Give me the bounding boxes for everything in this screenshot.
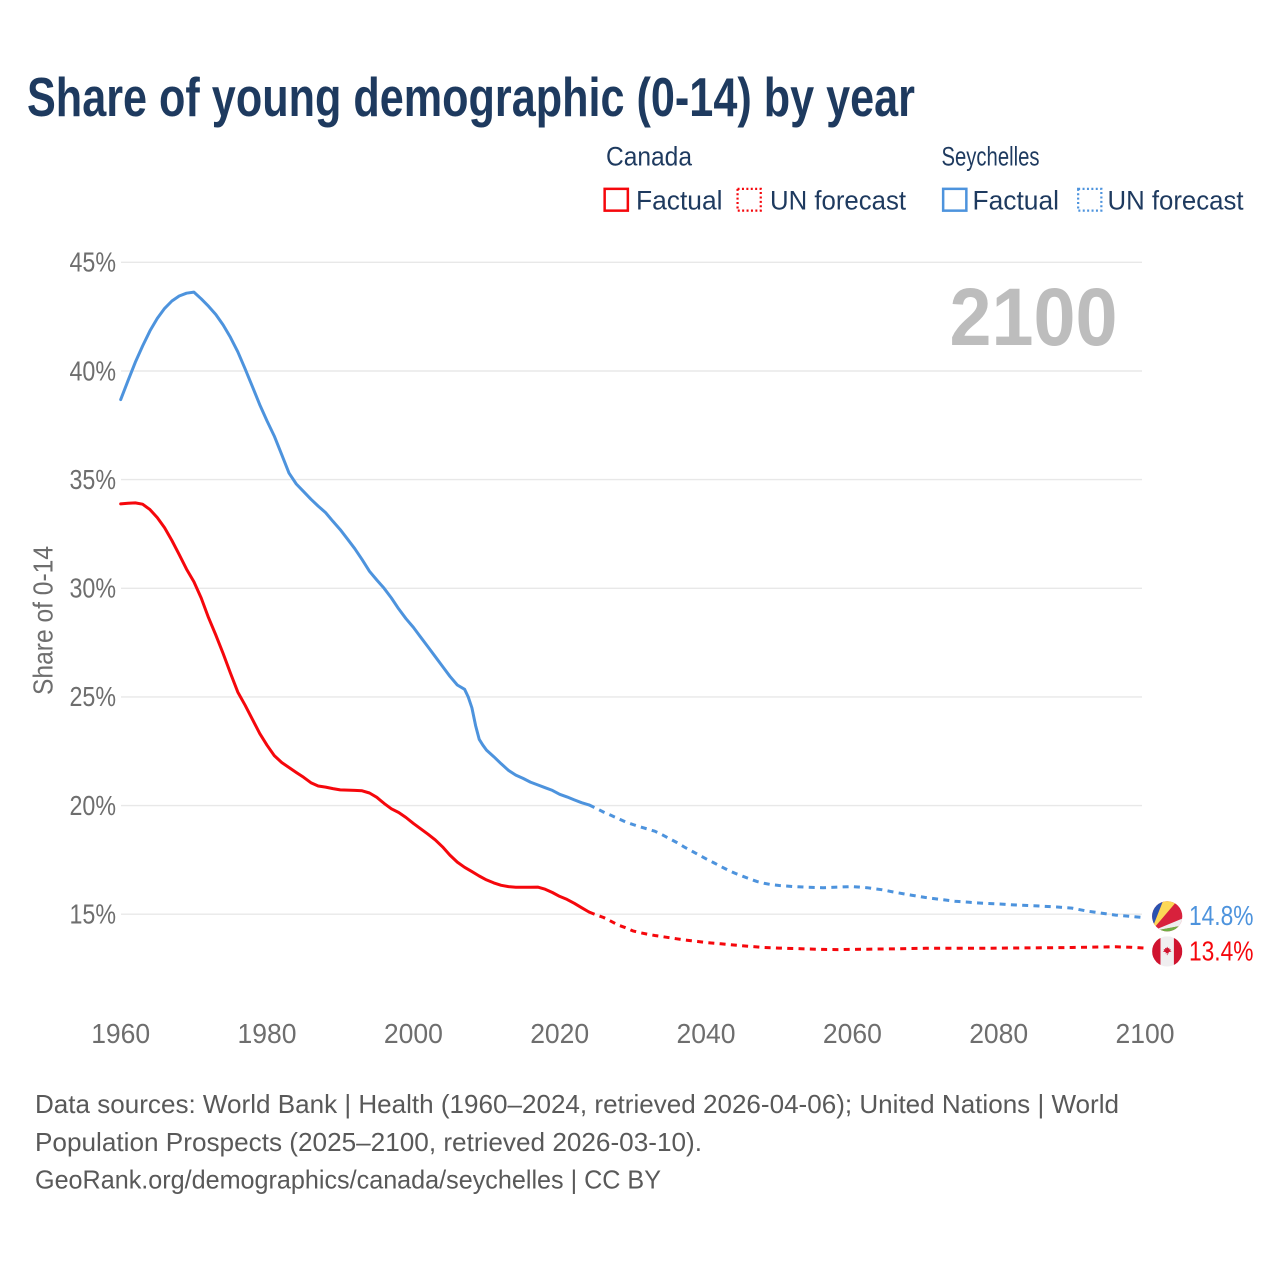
svg-text:UN forecast: UN forecast <box>1108 185 1244 215</box>
svg-text:UN forecast: UN forecast <box>770 185 906 215</box>
svg-text:20%: 20% <box>70 790 117 821</box>
svg-text:40%: 40% <box>70 355 117 386</box>
svg-text:Seychelles: Seychelles <box>942 142 1040 172</box>
svg-text:2080: 2080 <box>969 1018 1028 1049</box>
svg-text:Factual: Factual <box>636 185 723 215</box>
svg-text:Share of young demographic (0-: Share of young demographic (0-14) by yea… <box>27 66 915 128</box>
svg-text:Factual: Factual <box>973 185 1060 215</box>
svg-text:25%: 25% <box>70 681 117 712</box>
svg-text:2000: 2000 <box>384 1018 443 1049</box>
svg-text:1960: 1960 <box>91 1018 150 1049</box>
svg-text:2100: 2100 <box>1116 1018 1175 1049</box>
svg-text:14.8%: 14.8% <box>1189 900 1254 931</box>
svg-text:2020: 2020 <box>530 1018 589 1049</box>
svg-text:13.4%: 13.4% <box>1189 935 1254 966</box>
svg-text:Canada: Canada <box>606 142 693 172</box>
svg-text:35%: 35% <box>70 464 117 495</box>
svg-text:Data sources: World Bank | Hea: Data sources: World Bank | Health (1960–… <box>35 1089 1119 1119</box>
svg-text:GeoRank.org/demographics/canad: GeoRank.org/demographics/canada/seychell… <box>35 1165 661 1195</box>
svg-text:30%: 30% <box>70 573 117 604</box>
svg-text:2100: 2100 <box>950 272 1118 363</box>
svg-text:2060: 2060 <box>823 1018 882 1049</box>
svg-text:2040: 2040 <box>677 1018 736 1049</box>
svg-text:Population Prospects (2025–210: Population Prospects (2025–2100, retriev… <box>35 1127 702 1157</box>
svg-text:Share of 0-14: Share of 0-14 <box>27 546 58 695</box>
svg-text:1980: 1980 <box>238 1018 297 1049</box>
svg-text:15%: 15% <box>70 899 117 930</box>
svg-text:45%: 45% <box>70 247 117 278</box>
